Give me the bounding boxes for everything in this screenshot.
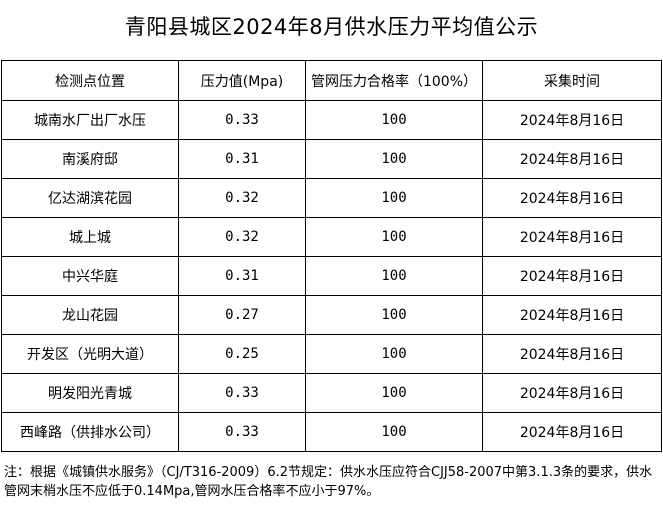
cell-pressure: 0.33	[178, 373, 306, 413]
table-row: 龙山花园 0.27 100 2024年8月16日	[1, 295, 662, 335]
cell-rate: 100	[305, 139, 483, 179]
cell-site: 城上城	[1, 217, 179, 257]
table-row: 开发区（光明大道） 0.25 100 2024年8月16日	[1, 334, 662, 374]
cell-site: 南溪府邸	[1, 139, 179, 179]
cell-time: 2024年8月16日	[482, 412, 662, 452]
cell-pressure: 0.33	[178, 412, 306, 452]
cell-time: 2024年8月16日	[482, 373, 662, 413]
table-row: 南溪府邸 0.31 100 2024年8月16日	[1, 139, 662, 179]
table-row: 西峰路（供排水公司） 0.33 100 2024年8月16日	[1, 412, 662, 452]
pressure-table: 检测点位置 压力值(Mpa) 管网压力合格率（100%） 采集时间 城南水厂出厂…	[1, 60, 662, 452]
cell-site: 明发阳光青城	[1, 373, 179, 413]
header-rate: 管网压力合格率（100%）	[305, 60, 483, 101]
table-row: 明发阳光青城 0.33 100 2024年8月16日	[1, 373, 662, 413]
table-row: 城南水厂出厂水压 0.33 100 2024年8月16日	[1, 100, 662, 140]
cell-time: 2024年8月16日	[482, 217, 662, 257]
cell-time: 2024年8月16日	[482, 178, 662, 218]
table-row: 中兴华庭 0.31 100 2024年8月16日	[1, 256, 662, 296]
table-row: 城上城 0.32 100 2024年8月16日	[1, 217, 662, 257]
cell-time: 2024年8月16日	[482, 256, 662, 296]
page-title: 青阳县城区2024年8月供水压力平均值公示	[124, 15, 539, 39]
cell-rate: 100	[305, 373, 483, 413]
cell-rate: 100	[305, 178, 483, 218]
cell-pressure: 0.27	[178, 295, 306, 335]
cell-rate: 100	[305, 295, 483, 335]
cell-site: 中兴华庭	[1, 256, 179, 296]
footnote: 注：根据《城镇供水服务》（CJ/T316-2009）6.2节规定：供水水压应符合…	[4, 465, 653, 499]
cell-pressure: 0.25	[178, 334, 306, 374]
cell-pressure: 0.32	[178, 178, 306, 218]
table-row: 亿达湖滨花园 0.32 100 2024年8月16日	[1, 178, 662, 218]
cell-site: 开发区（光明大道）	[1, 334, 179, 374]
cell-rate: 100	[305, 217, 483, 257]
cell-pressure: 0.32	[178, 217, 306, 257]
cell-time: 2024年8月16日	[482, 334, 662, 374]
cell-pressure: 0.31	[178, 139, 306, 179]
cell-site: 西峰路（供排水公司）	[1, 412, 179, 452]
header-site: 检测点位置	[1, 60, 179, 101]
cell-rate: 100	[305, 100, 483, 140]
cell-rate: 100	[305, 412, 483, 452]
header-time: 采集时间	[482, 60, 662, 101]
cell-time: 2024年8月16日	[482, 100, 662, 140]
cell-time: 2024年8月16日	[482, 139, 662, 179]
table-header-row: 检测点位置 压力值(Mpa) 管网压力合格率（100%） 采集时间	[1, 60, 662, 101]
cell-rate: 100	[305, 256, 483, 296]
cell-pressure: 0.31	[178, 256, 306, 296]
cell-site: 龙山花园	[1, 295, 179, 335]
cell-site: 亿达湖滨花园	[1, 178, 179, 218]
cell-rate: 100	[305, 334, 483, 374]
cell-time: 2024年8月16日	[482, 295, 662, 335]
cell-pressure: 0.33	[178, 100, 306, 140]
cell-site: 城南水厂出厂水压	[1, 100, 179, 140]
header-pressure: 压力值(Mpa)	[178, 60, 306, 101]
